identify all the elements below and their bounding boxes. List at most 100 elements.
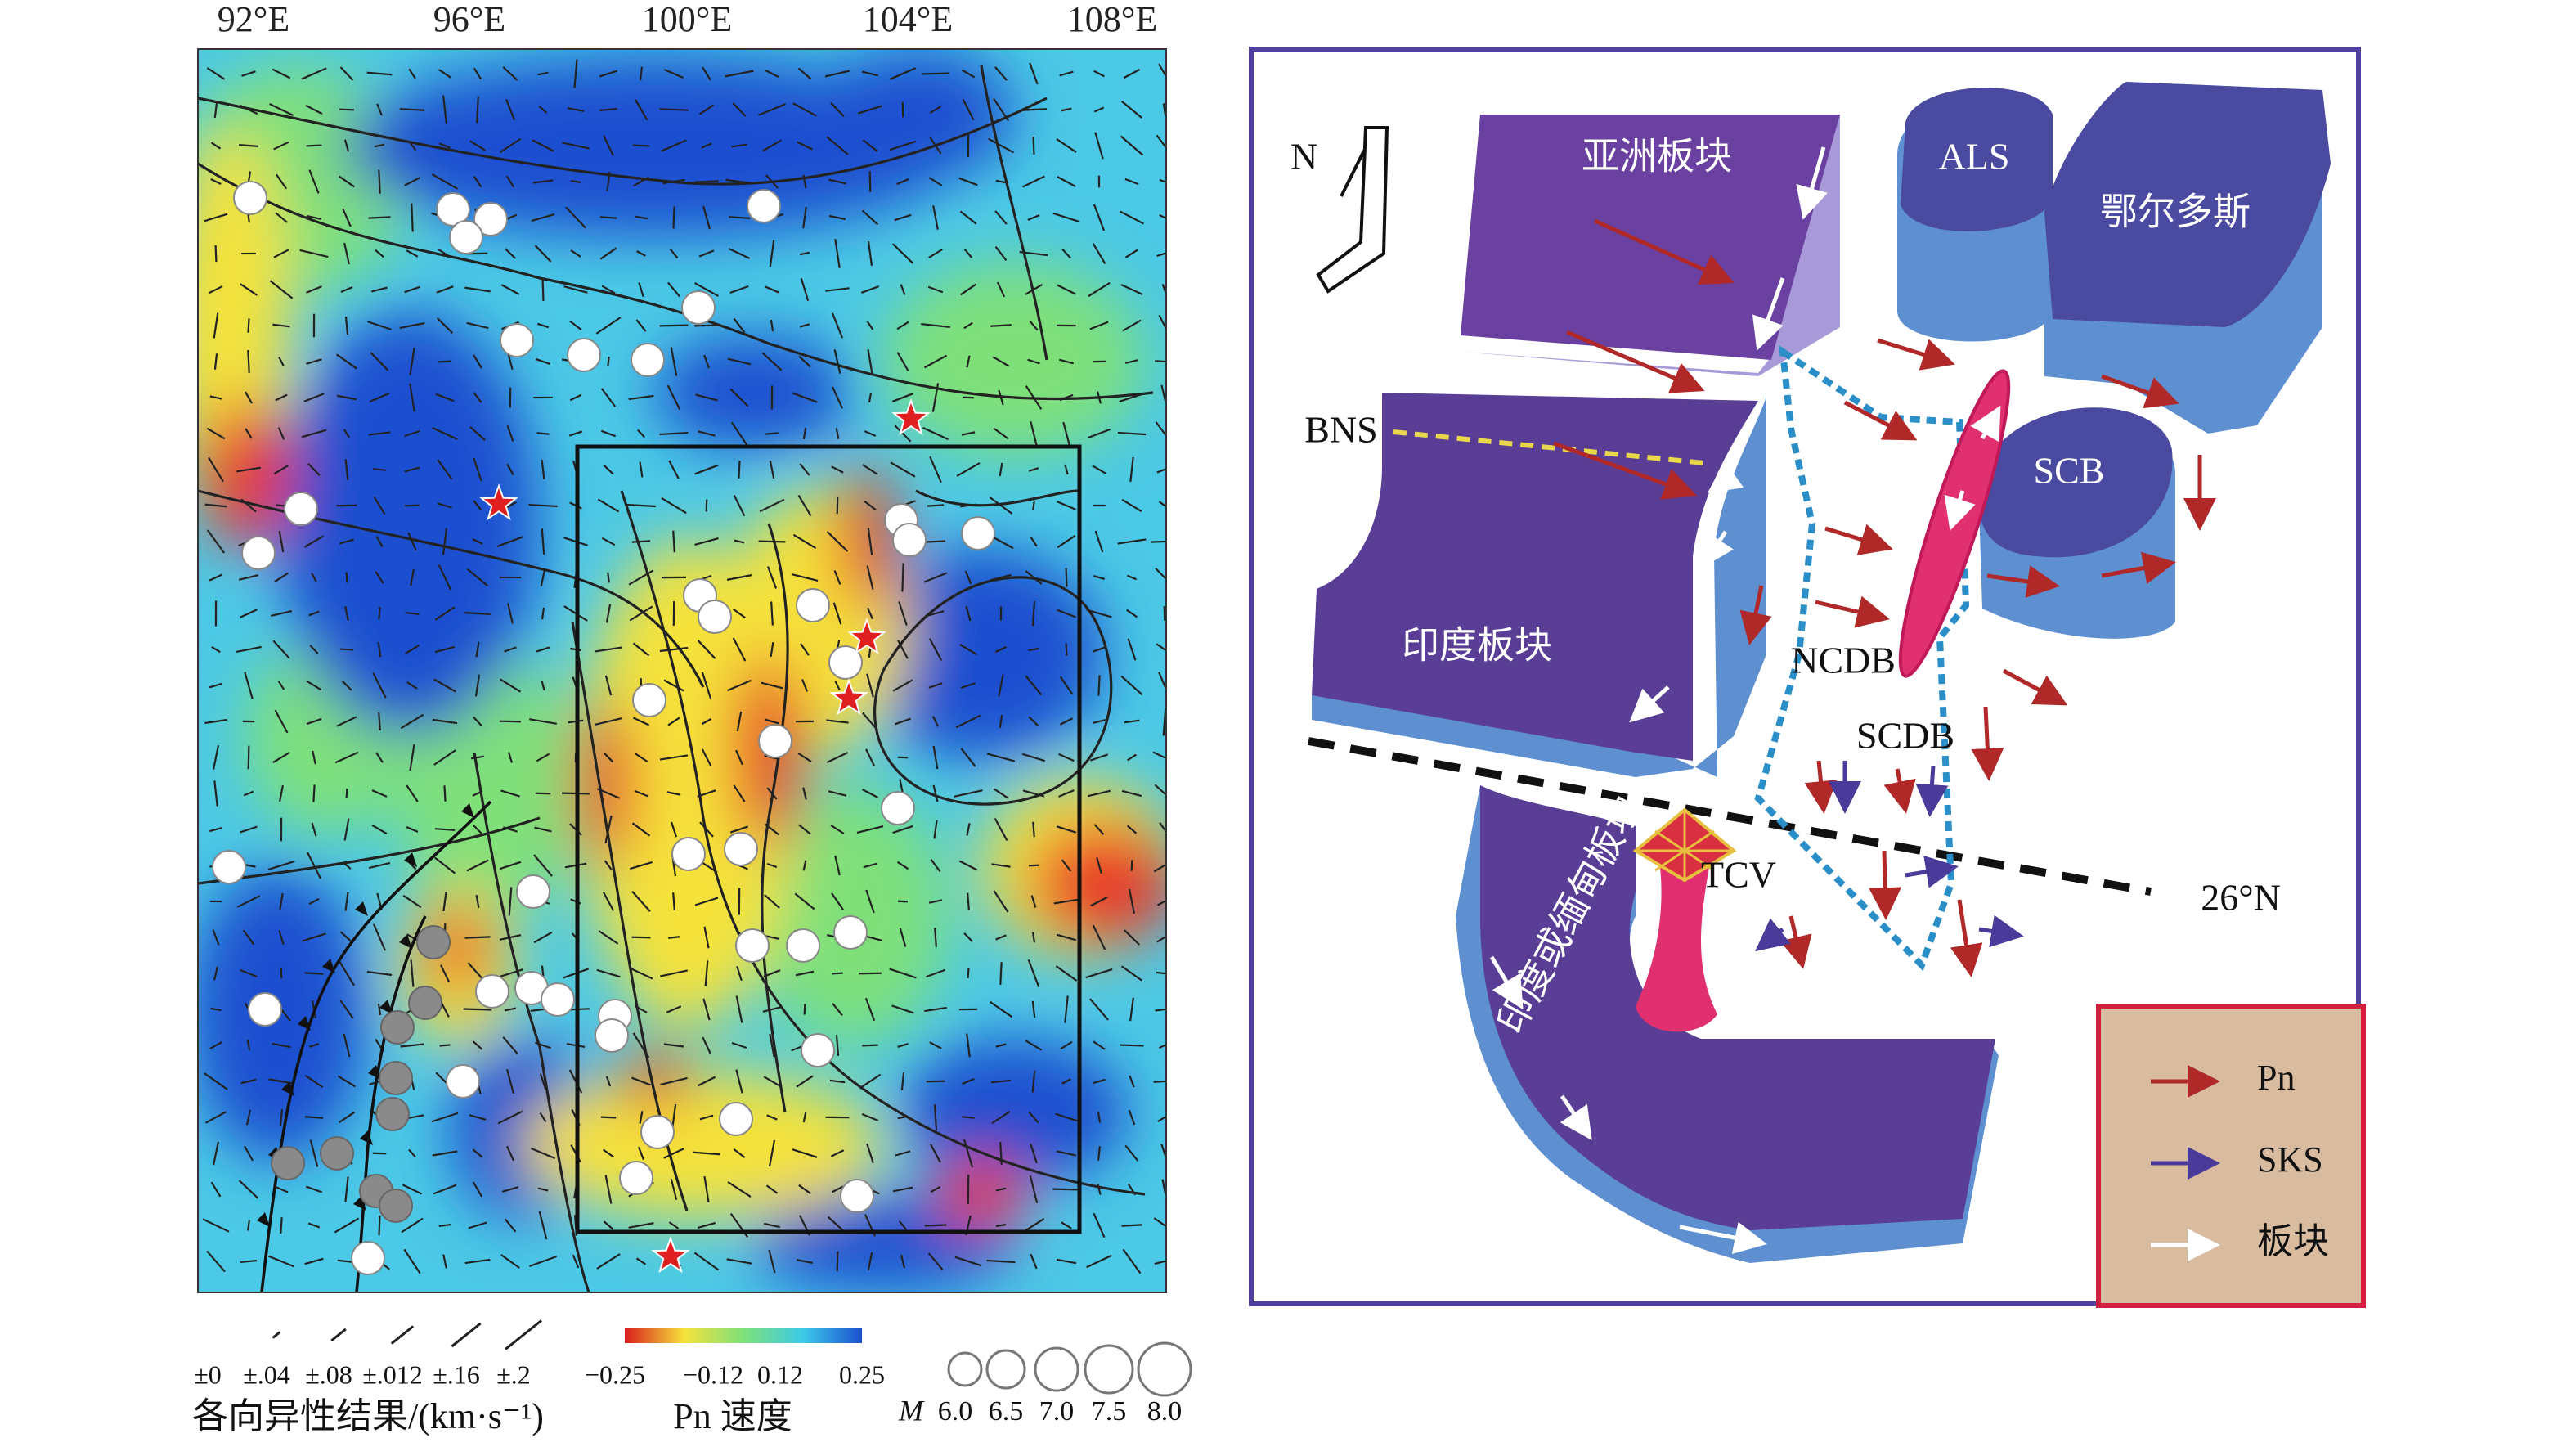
anisotropy-bar bbox=[931, 716, 940, 727]
anisotropy-bar bbox=[306, 680, 322, 691]
latitude-line bbox=[1308, 737, 2152, 896]
velocity-blob bbox=[936, 1158, 1027, 1230]
anisotropy-bar bbox=[759, 498, 785, 513]
anisotropy-bar bbox=[240, 825, 258, 834]
anisotropy-bar bbox=[628, 569, 654, 586]
anisotropy-bar bbox=[532, 139, 554, 152]
anisotropy-bar bbox=[604, 860, 613, 871]
anisotropy-bar bbox=[635, 215, 648, 220]
als-block bbox=[1901, 88, 2053, 231]
pn-arrow bbox=[1986, 565, 2060, 598]
anisotropy-bar bbox=[238, 574, 259, 581]
anisotropy-bar bbox=[1129, 997, 1134, 1022]
anisotropy-bar bbox=[438, 69, 451, 79]
anisotropy-bar bbox=[797, 494, 812, 517]
anisotropy-bar bbox=[1027, 214, 1040, 221]
anisotropy-bar bbox=[345, 788, 348, 799]
anisotropy-bar bbox=[765, 718, 779, 725]
anisotropy-bar bbox=[792, 533, 817, 550]
anisotropy-bar bbox=[733, 494, 746, 517]
earthquake bbox=[786, 928, 820, 963]
anisotropy-bar bbox=[962, 98, 975, 121]
anisotropy-bar bbox=[824, 70, 850, 78]
anisotropy-bar bbox=[726, 1258, 752, 1265]
anisotropy-bar bbox=[507, 603, 514, 624]
anisotropy-bar bbox=[732, 608, 747, 619]
anisotropy-bar bbox=[735, 749, 743, 766]
anisotropy-bar bbox=[431, 1112, 459, 1123]
anisotropy-bar bbox=[1117, 431, 1147, 436]
anisotropy-bar bbox=[1156, 935, 1166, 943]
anisotropy-bar bbox=[344, 1176, 349, 1202]
anisotropy-bar bbox=[469, 426, 486, 441]
anisotropy-bar bbox=[334, 1217, 360, 1234]
anisotropy-bar bbox=[727, 357, 752, 366]
anisotropy-bar bbox=[1089, 998, 1109, 1021]
anisotropy-bar bbox=[1155, 567, 1166, 581]
anisotropy-bar bbox=[1028, 467, 1039, 472]
anisotropy-bar bbox=[828, 214, 846, 221]
anisotropy-bar bbox=[792, 102, 818, 117]
diagram-legend: Pn SKS 板块 bbox=[2151, 1058, 2329, 1261]
anisotropy-bar bbox=[213, 780, 218, 807]
anisotropy-bar bbox=[659, 431, 689, 436]
anisotropy-bar bbox=[1065, 568, 1068, 587]
velocity-blob bbox=[859, 548, 1104, 761]
anisotropy-bar bbox=[989, 497, 1013, 515]
pn-arrow bbox=[2101, 374, 2179, 409]
earthquake bbox=[516, 874, 550, 909]
anisotropy-bar bbox=[409, 744, 415, 771]
anisotropy-bar bbox=[731, 143, 747, 148]
diagram-label: SCDB bbox=[1856, 715, 1954, 757]
anisotropy-bar bbox=[897, 1043, 909, 1048]
anisotropy-bar bbox=[732, 102, 747, 117]
anisotropy-bar bbox=[1097, 675, 1101, 696]
colorbar-label: 0.25 bbox=[839, 1359, 885, 1389]
anisotropy-bar bbox=[861, 209, 879, 226]
anisotropy-bar bbox=[604, 815, 613, 844]
anisotropy-bar bbox=[927, 1252, 944, 1270]
anisotropy-bar bbox=[274, 709, 289, 734]
velocity-blob bbox=[200, 401, 291, 548]
earthquake bbox=[351, 1241, 385, 1275]
anisotropy-bar bbox=[605, 604, 612, 623]
anisotropy-bar bbox=[986, 753, 1016, 762]
anisotropy-bar bbox=[572, 1254, 580, 1269]
anisotropy-bar bbox=[638, 282, 644, 297]
anisotropy-bar bbox=[702, 1036, 711, 1054]
anisotropy-bar bbox=[1092, 242, 1106, 265]
anisotropy-bar bbox=[376, 103, 383, 116]
thrust-tooth bbox=[360, 1130, 373, 1145]
anisotropy-bar bbox=[240, 968, 258, 978]
anisotropy-bar bbox=[1056, 825, 1077, 834]
anisotropy-bar bbox=[537, 1187, 549, 1192]
anisotropy-bar bbox=[337, 1075, 357, 1088]
anisotropy-bar bbox=[499, 137, 522, 154]
anisotropy-bar bbox=[272, 1042, 291, 1049]
anisotropy-bar bbox=[929, 1041, 942, 1049]
anisotropy-bar bbox=[532, 179, 554, 184]
velocity-field bbox=[198, 49, 1166, 1292]
anisotropy-bar bbox=[309, 1139, 319, 1167]
anisotropy-bar bbox=[1120, 284, 1143, 295]
anisotropy-bar bbox=[1158, 501, 1166, 508]
thrust-tooth bbox=[399, 934, 412, 949]
anisotropy-bar bbox=[1031, 1070, 1036, 1093]
anisotropy-bar bbox=[859, 1073, 882, 1090]
anisotropy-bar bbox=[899, 1220, 907, 1230]
anisotropy-bar bbox=[639, 66, 644, 81]
anisotropy-bar bbox=[832, 1003, 843, 1016]
anisotropy-bar bbox=[273, 572, 289, 583]
thrust-tooth bbox=[322, 959, 335, 973]
legend-label: Pn bbox=[2257, 1058, 2295, 1098]
anisotropy-bar bbox=[245, 1109, 252, 1126]
anisotropy-bar bbox=[961, 69, 976, 79]
anisotropy-bar bbox=[1092, 924, 1106, 950]
anisotropy-bar bbox=[1028, 647, 1039, 652]
anisotropy-bar bbox=[334, 751, 359, 764]
anisotropy-bar bbox=[431, 173, 459, 190]
anisotropy-bar bbox=[1031, 932, 1036, 943]
anisotropy-bar bbox=[1122, 319, 1142, 332]
anisotropy-bar bbox=[1022, 1218, 1045, 1233]
anisotropy-bar bbox=[499, 861, 522, 870]
